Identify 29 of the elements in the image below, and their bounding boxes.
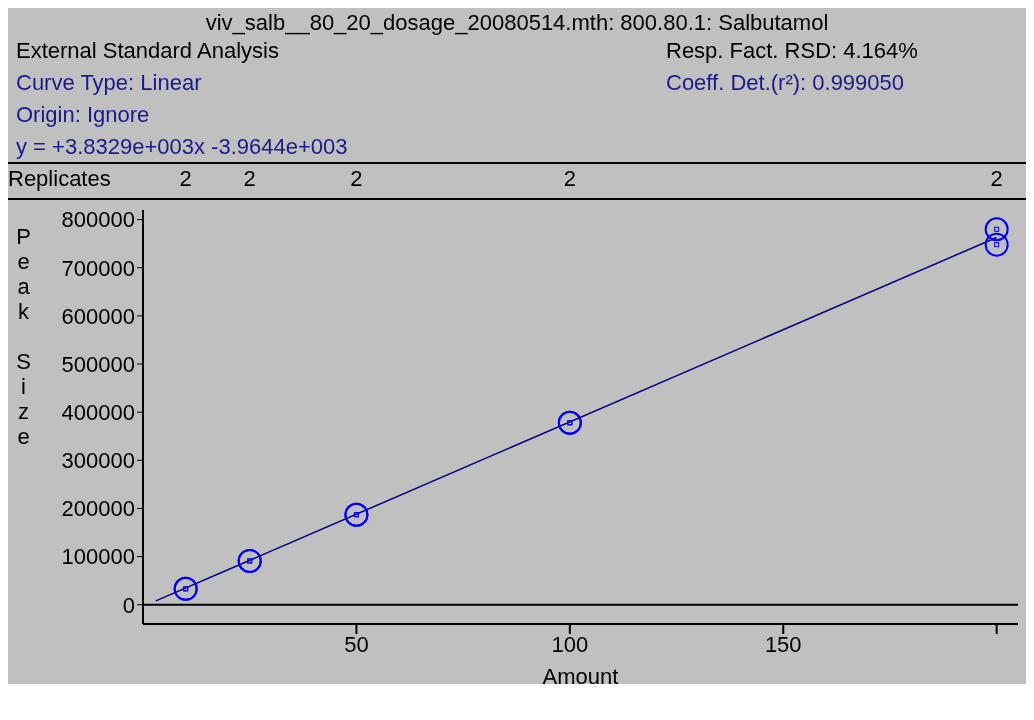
y-axis-title: Peak Size (11, 224, 36, 449)
y-tick-label: 0 (122, 592, 135, 618)
y-tick-label: 600000 (61, 303, 135, 329)
y-tick-label: 800000 (61, 207, 135, 233)
x-tick-label: 50 (344, 631, 369, 657)
y-tick-label: 200000 (61, 496, 135, 522)
text: 2 (563, 166, 576, 192)
point (984, 232, 1009, 257)
text: 2 (179, 166, 192, 192)
y-tick-label: 100000 (61, 544, 135, 570)
y-tick-label: 500000 (61, 351, 135, 377)
x-tick-label: 150 (764, 631, 802, 657)
text: Coeff. Det.(r²): 0.999050 (666, 69, 906, 97)
chart-title: viv_salb__80_20_dosage_20080514.mth: 800.80.1: Salbutamol (204, 9, 830, 36)
text: 2 (243, 166, 256, 192)
text: 2 (990, 166, 1003, 192)
x-tick-label: 100 (551, 631, 589, 657)
text: y = +3.8329e+003x -3.9644e+003 (16, 133, 349, 161)
text: 2 (350, 166, 363, 192)
y-tick-label: 300000 (61, 448, 135, 474)
point (984, 217, 1009, 242)
y-tick-label: 700000 (61, 255, 135, 281)
text: Replicates (8, 166, 111, 192)
x-axis-title: Amount (542, 664, 619, 689)
text: Resp. Fact. RSD: 4.164% (666, 37, 919, 65)
text: Curve Type: Linear (16, 69, 203, 97)
text: Origin: Ignore (16, 101, 151, 129)
text: External Standard Analysis (16, 37, 280, 65)
y-tick-label: 400000 (61, 400, 135, 425)
